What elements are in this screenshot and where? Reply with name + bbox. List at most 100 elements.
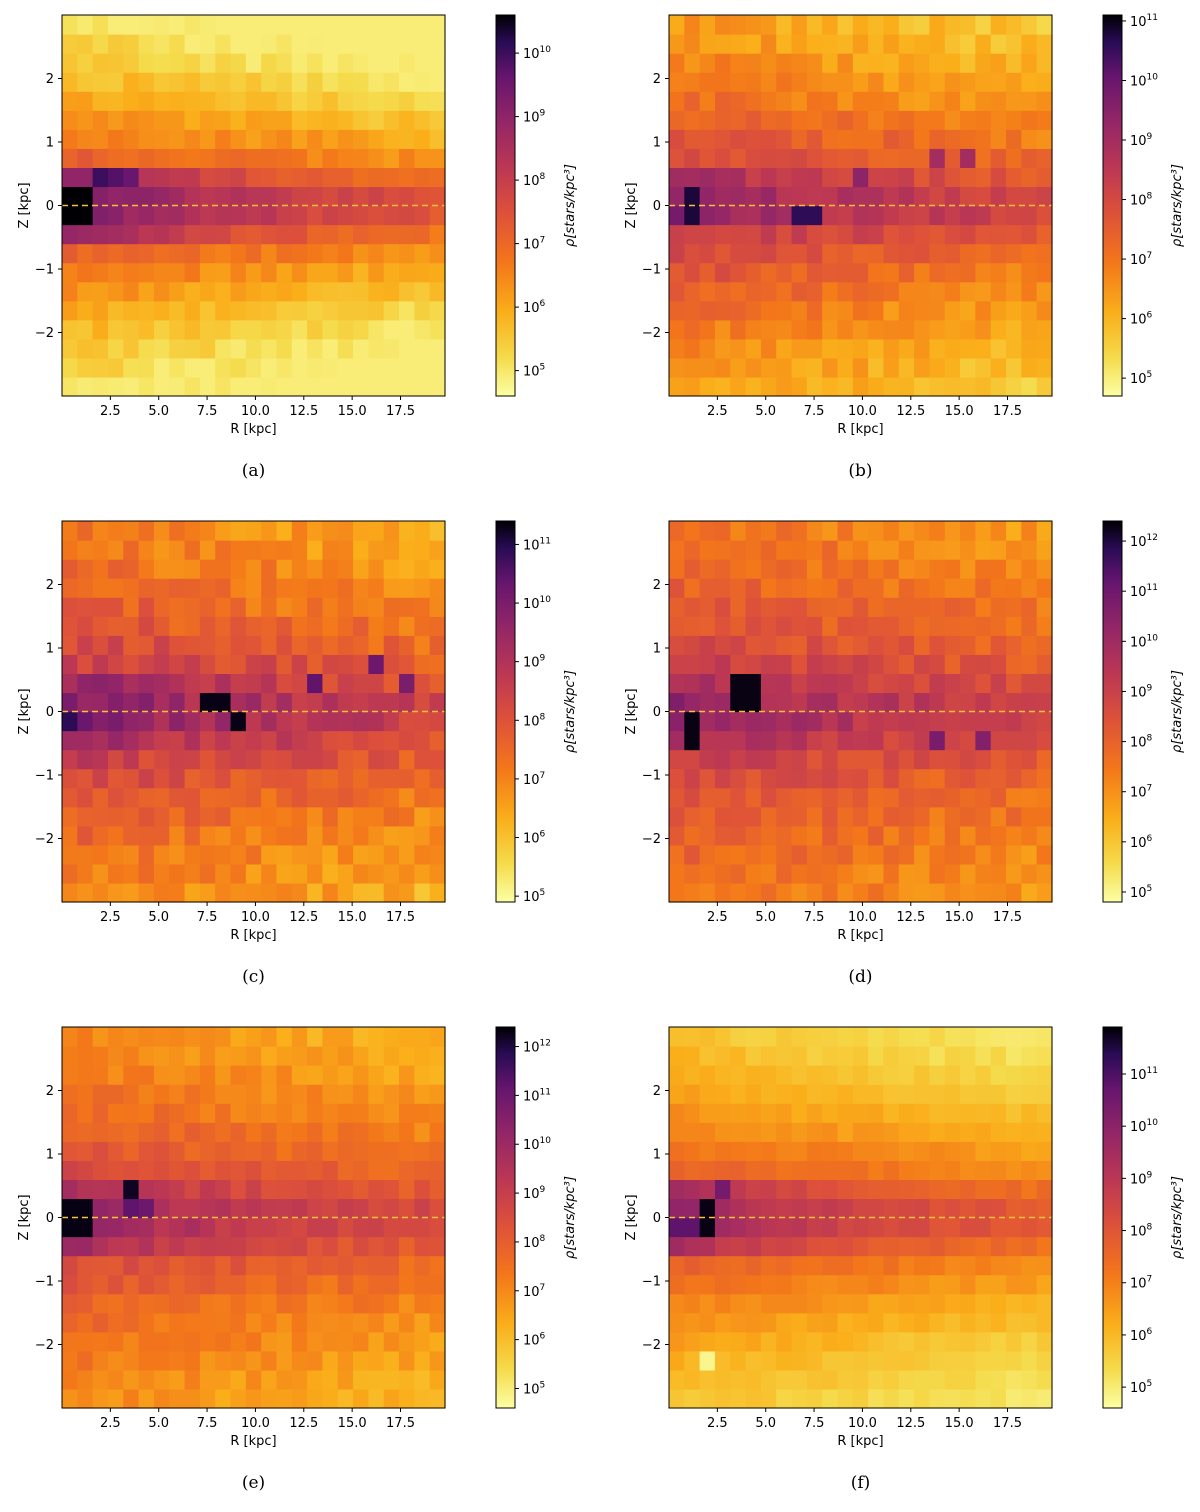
heatmap-cell [852, 1255, 869, 1276]
heatmap-cell [77, 148, 94, 168]
heatmap-cell [77, 749, 94, 770]
heatmap-cell [215, 243, 232, 264]
heatmap-cell [153, 110, 170, 130]
heatmap-cell [944, 91, 961, 111]
heatmap-cell [169, 15, 186, 35]
heatmap-cell [276, 1160, 293, 1180]
x-axis-label: R [kpc] [230, 422, 276, 437]
heatmap-cell [322, 787, 339, 808]
heatmap-cell [138, 281, 155, 302]
heatmap-cell [184, 787, 201, 808]
heatmap-cell [1006, 110, 1022, 130]
heatmap-cell [975, 540, 992, 560]
heatmap-cell [684, 1198, 701, 1219]
heatmap-cell [276, 1217, 293, 1238]
heatmap-cell [822, 578, 839, 598]
heatmap-cell [414, 749, 431, 770]
heatmap-cell [230, 1217, 247, 1238]
heatmap-cell [852, 1312, 869, 1333]
heatmap-cell [745, 635, 762, 655]
heatmap-cell [990, 1236, 1007, 1257]
heatmap-cell [1036, 1065, 1053, 1085]
heatmap-cell [669, 262, 685, 283]
heatmap-cell [1006, 559, 1022, 579]
heatmap-cell [898, 1122, 915, 1142]
heatmap-cell [914, 186, 931, 207]
heatmap-cell [215, 1369, 232, 1390]
heatmap-cell [730, 129, 747, 149]
heatmap-cell [291, 1065, 308, 1085]
heatmap-cell [337, 376, 354, 397]
heatmap-cell [276, 806, 293, 827]
heatmap-cell [944, 844, 961, 865]
heatmap-cell [291, 597, 308, 617]
heatmap-cell [322, 15, 339, 35]
heatmap-cell [776, 1369, 793, 1390]
heatmap-cell [353, 1274, 369, 1295]
heatmap-cell [245, 1217, 262, 1238]
x-tick-label: 15.0 [338, 404, 367, 419]
heatmap-cell [684, 376, 701, 397]
heatmap-cell [107, 768, 124, 789]
heatmap-cell [62, 1065, 78, 1085]
heatmap-cell [883, 243, 900, 264]
heatmap-cell [714, 578, 731, 598]
heatmap-cell [699, 1274, 716, 1295]
heatmap-cell [868, 1141, 885, 1161]
heatmap-cell [730, 844, 747, 865]
heatmap-cell [291, 1027, 308, 1047]
heatmap-cell [699, 1198, 716, 1219]
heatmap-cell [822, 186, 839, 207]
heatmap-cell [730, 787, 747, 808]
heatmap-cell [245, 262, 262, 283]
heatmap-cell [883, 91, 900, 111]
heatmap-cell [184, 521, 201, 541]
heatmap-cell [429, 692, 446, 713]
colorbar-label: ρ[stars/kpc³] [563, 164, 578, 247]
heatmap-cell [760, 1160, 777, 1180]
heatmap-cell [868, 205, 885, 226]
heatmap-cell [745, 186, 762, 207]
heatmap-cell [684, 806, 701, 827]
heatmap-cell [291, 1084, 308, 1104]
heatmap-cell [1006, 1236, 1022, 1257]
heatmap-cell [960, 1065, 976, 1085]
heatmap-cell [276, 167, 293, 188]
heatmap-cell [245, 521, 262, 541]
heatmap-cell [307, 205, 324, 226]
heatmap-cell [291, 72, 308, 92]
heatmap-cell [684, 319, 701, 340]
heatmap-cell [898, 749, 915, 770]
heatmap-cell [153, 243, 170, 264]
heatmap-cell [883, 1312, 900, 1333]
heatmap-cell [806, 1046, 823, 1066]
heatmap-cell [307, 1255, 324, 1276]
heatmap-cell [123, 357, 140, 378]
heatmap-cell [169, 357, 186, 378]
heatmap-cell [184, 1103, 201, 1123]
heatmap-cell [898, 559, 915, 579]
heatmap-cell [230, 768, 247, 789]
heatmap-cell [62, 749, 78, 770]
heatmap-cell [669, 1122, 685, 1142]
heatmap-cell [307, 768, 324, 789]
heatmap-cell [322, 730, 339, 751]
heatmap-cell [230, 863, 247, 884]
heatmap-cell [184, 1027, 201, 1047]
heatmap-cell [92, 1065, 109, 1085]
heatmap-cell [852, 597, 869, 617]
heatmap-cell [699, 110, 716, 130]
heatmap-cell [123, 711, 140, 732]
heatmap-cell [837, 844, 854, 865]
heatmap-cell [429, 376, 446, 397]
colorbar-label: ρ[stars/kpc³] [563, 670, 578, 753]
heatmap-cell [745, 654, 762, 674]
heatmap-cell [383, 319, 400, 340]
heatmap-cell [944, 730, 961, 751]
heatmap-cell [153, 654, 170, 674]
heatmap-cell [307, 319, 324, 340]
heatmap-cell [169, 749, 186, 770]
heatmap-cell [414, 319, 431, 340]
heatmap-cell [669, 300, 685, 321]
